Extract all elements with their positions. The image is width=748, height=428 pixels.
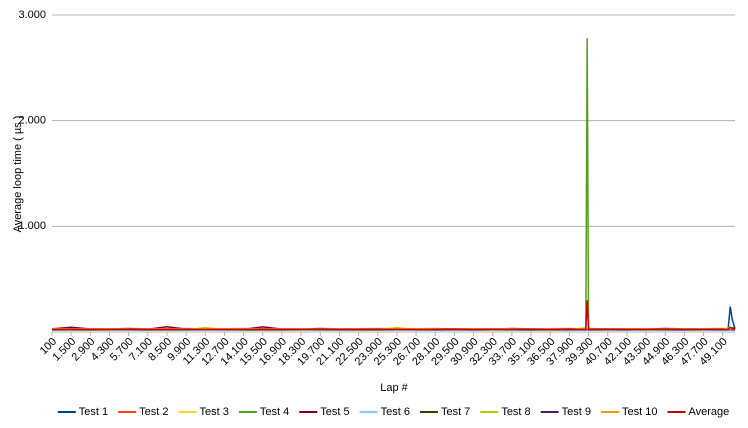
legend-label: Test 2	[139, 406, 168, 418]
legend-label: Test 6	[381, 406, 410, 418]
legend: Test 1 Test 2 Test 3 Test 4 Test 5 Test 6 Test…	[57, 406, 730, 418]
legend-label: Test 9	[562, 406, 591, 418]
x-axis-title: Lap #	[380, 382, 408, 394]
legend-label: Test 7	[441, 406, 470, 418]
series-line	[51, 38, 736, 331]
y-tick-label: 1.000	[18, 220, 46, 232]
series-line	[51, 306, 736, 331]
legend-label: Test 10	[622, 406, 657, 418]
y-tick-label: 3.000	[18, 9, 46, 21]
legend-label: Average	[689, 406, 730, 418]
series-line	[52, 300, 736, 331]
legend-label: Test 4	[260, 406, 289, 418]
y-tick-label: 2.000	[18, 115, 46, 127]
legend-label: Test 3	[200, 406, 229, 418]
y-axis-title: Average loop time ( µs )	[12, 116, 24, 233]
legend-label: Test 8	[501, 406, 530, 418]
legend-label: Test 1	[79, 406, 108, 418]
legend-label: Test 5	[320, 406, 349, 418]
